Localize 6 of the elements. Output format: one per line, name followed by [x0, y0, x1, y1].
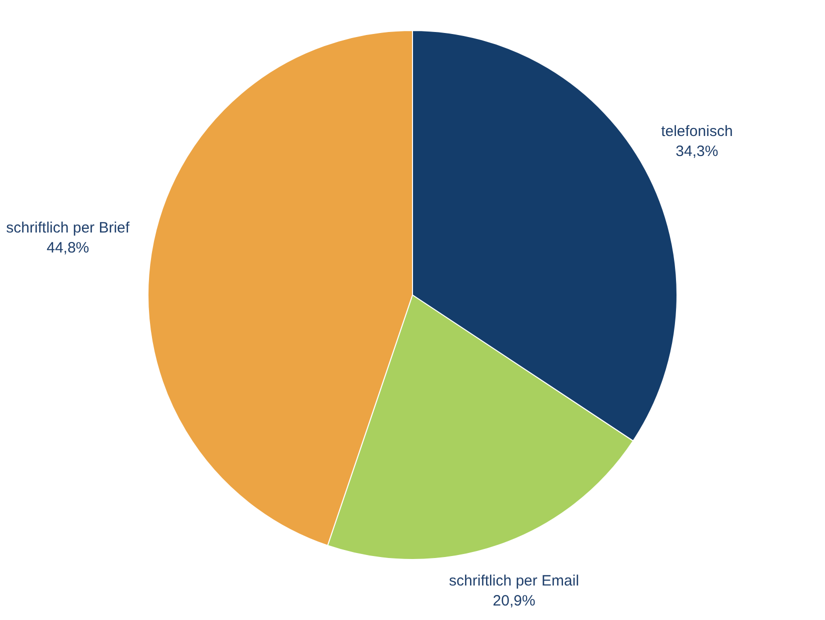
data-label: 20,9%	[492, 592, 536, 610]
data-label: 44,8%	[46, 239, 90, 256]
slice-label: schriftlich per Brief	[6, 219, 130, 236]
slice-label: schriftlich per Email	[449, 572, 580, 590]
data-label: 34,3%	[676, 143, 718, 160]
slice-label: telefonisch	[661, 123, 733, 140]
